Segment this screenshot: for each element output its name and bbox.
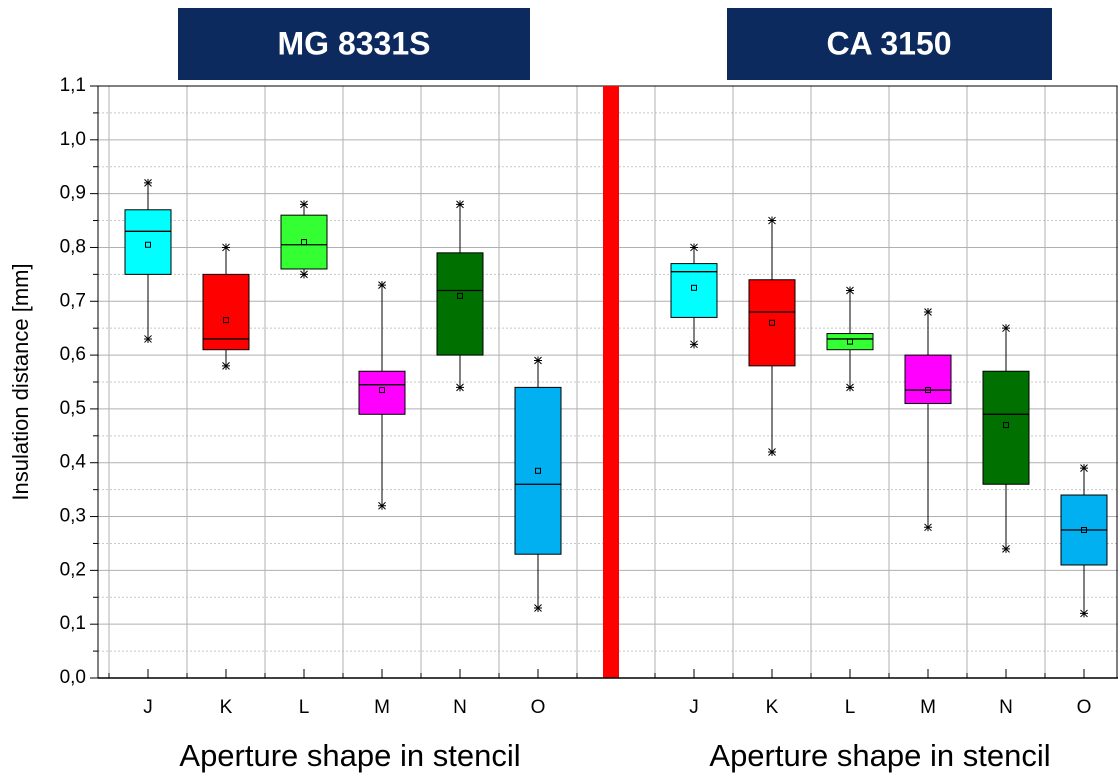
mean-marker — [145, 241, 151, 248]
mean-marker — [691, 284, 697, 291]
mean-marker — [457, 292, 463, 299]
extreme-marker — [378, 281, 386, 290]
extreme-marker — [144, 334, 152, 343]
extreme-marker — [222, 243, 230, 252]
extreme-marker — [456, 200, 464, 209]
extreme-marker — [1080, 464, 1088, 473]
extreme-marker — [846, 383, 854, 392]
mean-marker — [1081, 527, 1087, 533]
y-tick-label: 1,1 — [60, 75, 86, 96]
extreme-marker — [768, 216, 776, 225]
y-tick-label: 0,7 — [60, 290, 86, 311]
extreme-marker — [144, 178, 152, 187]
mean-marker — [1003, 422, 1009, 429]
box — [904, 354, 952, 405]
mean-marker — [847, 338, 853, 345]
extreme-marker — [690, 243, 698, 252]
x-axis-title: Aperture shape in stencil — [709, 738, 1050, 773]
mean-marker — [379, 387, 385, 394]
extreme-marker — [378, 501, 386, 510]
x-tick-label: K — [766, 697, 779, 718]
x-tick-label: O — [1077, 697, 1092, 718]
y-tick-label: 0,4 — [60, 452, 87, 473]
chart-title: MG 8331S — [278, 25, 431, 61]
x-tick-label: K — [220, 697, 233, 718]
box — [280, 214, 328, 270]
extreme-marker — [846, 286, 854, 295]
y-tick-label: 0,9 — [60, 183, 86, 204]
y-tick-label: 0,2 — [60, 559, 86, 580]
extreme-marker — [300, 200, 308, 209]
extreme-marker — [300, 270, 308, 279]
extreme-marker — [456, 383, 464, 392]
chart-title: CA 3150 — [826, 25, 951, 61]
x-axis-title: Aperture shape in stencil — [179, 738, 520, 773]
y-tick-label: 0,0 — [60, 667, 86, 688]
box — [748, 279, 796, 367]
box — [514, 386, 562, 555]
mean-marker — [769, 319, 775, 326]
y-tick-label: 0,1 — [60, 613, 86, 634]
x-tick-label: L — [299, 697, 310, 718]
extreme-marker — [222, 361, 230, 370]
y-tick-label: 0,3 — [60, 506, 86, 527]
mean-marker — [535, 467, 541, 474]
x-tick-label: O — [531, 697, 546, 718]
extreme-marker — [690, 340, 698, 349]
extreme-marker — [1080, 609, 1088, 618]
x-tick-label: N — [999, 697, 1013, 718]
y-axis-title: Insulation distance [mm] — [8, 263, 33, 500]
y-tick-label: 1,0 — [60, 129, 86, 150]
x-tick-label: J — [689, 697, 699, 718]
y-tick-label: 0,6 — [60, 344, 86, 365]
extreme-marker — [924, 308, 932, 317]
mean-marker — [925, 387, 931, 394]
y-tick-label: 0,8 — [60, 236, 86, 257]
box — [202, 273, 250, 351]
box — [124, 209, 172, 275]
x-tick-label: M — [374, 697, 390, 718]
extreme-marker — [768, 447, 776, 456]
x-tick-label: N — [453, 697, 467, 718]
extreme-marker — [534, 356, 542, 365]
box — [826, 333, 874, 351]
extreme-marker — [924, 523, 932, 532]
y-tick-label: 0,5 — [60, 398, 86, 419]
x-tick-label: J — [143, 697, 153, 718]
x-tick-label: M — [920, 697, 936, 718]
extreme-marker — [1002, 324, 1010, 333]
title-box — [178, 8, 530, 80]
extreme-marker — [534, 604, 542, 613]
mean-marker — [301, 239, 307, 246]
panel-divider — [603, 86, 619, 678]
box — [436, 252, 484, 356]
mean-marker — [223, 317, 229, 324]
title-box — [727, 8, 1052, 80]
x-tick-label: L — [845, 697, 856, 718]
extreme-marker — [1002, 544, 1010, 553]
